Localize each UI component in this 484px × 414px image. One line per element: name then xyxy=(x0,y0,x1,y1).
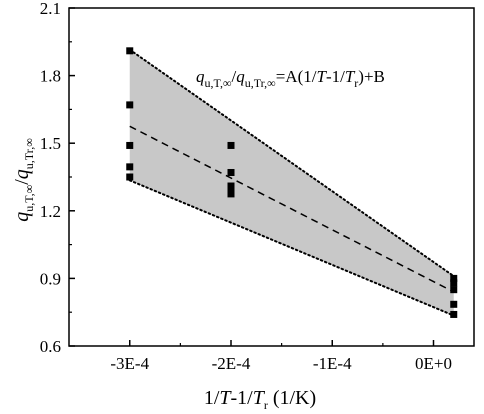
band-fill xyxy=(129,49,454,316)
equation-minus: -1/ xyxy=(326,67,345,86)
data-point xyxy=(450,310,458,318)
fit-lines xyxy=(128,48,455,317)
y-label-sub2: u,Tr,∞ xyxy=(22,138,36,169)
x-tick-label: 0E+0 xyxy=(415,354,452,373)
x-axis-label: 1/T-1/Tr (1/K) xyxy=(204,387,316,412)
data-point xyxy=(450,300,458,308)
data-point xyxy=(126,173,134,181)
y-axis-label: qu,T,∞/qu,Tr,∞ xyxy=(11,138,36,222)
x-tick-label: -3E-4 xyxy=(110,354,149,373)
data-point xyxy=(450,274,458,282)
data-point xyxy=(126,47,134,55)
data-point xyxy=(450,279,458,287)
x-label-main: 1/ xyxy=(204,387,220,409)
x-label-mid: -1/ xyxy=(231,387,254,409)
data-points xyxy=(126,47,458,318)
y-label-slash: / xyxy=(11,179,33,185)
y-tick-label: 2.1 xyxy=(40,0,61,18)
data-point xyxy=(126,163,134,171)
y-tick-label: 1.5 xyxy=(40,134,61,153)
x-tick-label: -2E-4 xyxy=(212,354,251,373)
y-tick-label: 1.2 xyxy=(40,202,61,221)
y-tick-label: 1.8 xyxy=(40,67,61,86)
y-tick-label: 0.9 xyxy=(40,269,61,288)
data-point xyxy=(450,286,458,294)
data-point xyxy=(227,141,235,149)
equation-t2: T xyxy=(345,67,356,86)
y-label-sub1: u,T,∞ xyxy=(22,185,36,212)
y-label-q2: q xyxy=(11,169,33,179)
axis-ticks: -3E-4 -2E-4 -1E-4 0E+0 0.6 0.9 1.2 1.5 1.8 2.1 xyxy=(40,0,452,373)
equation-sub2: u,Tr,∞ xyxy=(245,76,276,90)
x-label-t: T xyxy=(219,387,232,409)
equation-sub-r: r xyxy=(354,76,358,90)
equation-rhs-a: =A(1/ xyxy=(276,67,317,86)
equation-slash: / xyxy=(232,67,237,86)
equation-q2: q xyxy=(236,67,245,86)
y-label-q1: q xyxy=(11,212,33,222)
data-point xyxy=(126,101,134,109)
equation-sub1: u,T,∞ xyxy=(205,76,232,90)
x-label-unit: (1/K) xyxy=(268,387,316,409)
equation-tail: )+B xyxy=(358,67,385,86)
fit-equation: qu,T,∞/qu,Tr,∞=A(1/T-1/Tr)+B xyxy=(196,67,385,90)
data-point xyxy=(227,182,235,190)
x-label-t2: T xyxy=(253,387,266,409)
band-lower-line xyxy=(128,179,455,317)
y-tick-label: 0.6 xyxy=(40,337,61,356)
fit-line xyxy=(129,125,455,293)
data-point xyxy=(227,190,235,198)
confidence-band xyxy=(129,49,454,316)
data-point xyxy=(227,168,235,176)
data-point xyxy=(126,141,134,149)
equation-t1: T xyxy=(316,67,327,86)
equation-q1: q xyxy=(196,67,205,86)
x-tick-label: -1E-4 xyxy=(313,354,352,373)
x-label-sub-r: r xyxy=(264,398,268,412)
band-upper-line xyxy=(128,48,455,278)
